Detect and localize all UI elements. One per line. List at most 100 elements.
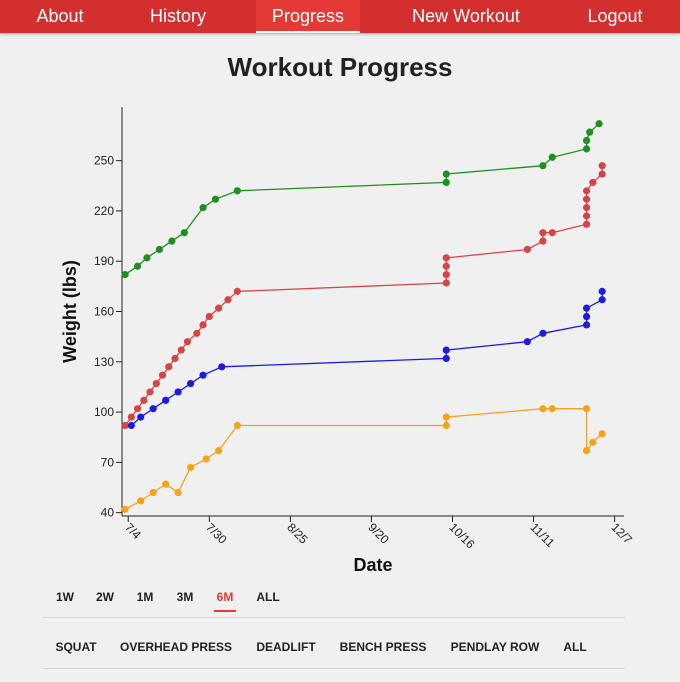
data-point [202,455,210,463]
x-tick-label: 11/11 [527,520,557,550]
x-tick-label: 8/25 [284,520,311,547]
data-point [582,312,591,321]
data-point [582,220,591,228]
navbar: About History Progress New Workout Logou… [0,0,680,33]
data-point [598,170,606,178]
series-line [130,291,603,426]
y-axis-label: Weight (lbs) [60,260,80,363]
data-point [162,480,170,488]
nav-history[interactable]: History [149,6,206,26]
data-point [523,338,531,346]
data-point [442,170,450,178]
page-title: Workout Progress [227,52,453,82]
range-2w[interactable]: 2W [96,590,114,604]
data-point [149,488,157,497]
data-point [215,304,223,312]
data-point [442,178,450,187]
data-point [582,447,591,455]
x-axis-label: Date [353,555,392,575]
data-point [140,396,148,404]
data-point [539,405,547,413]
data-point [146,388,154,396]
data-point [127,421,135,430]
data-point [548,405,556,413]
data-point [165,363,173,371]
nav-logout[interactable]: Logout [587,6,643,26]
data-point [180,229,188,237]
x-tick-label: 12/7 [609,520,636,547]
divider [43,668,625,669]
data-point [539,162,547,170]
nav-progress[interactable]: Progress [256,0,360,33]
exercise-pendlay-row[interactable]: PENDLAY ROW [450,640,540,654]
y-tick-label: 130 [94,355,114,369]
data-point [199,371,207,379]
data-point [442,413,450,421]
data-point [162,396,170,404]
data-point [523,245,531,254]
data-point [582,321,591,329]
data-point [158,371,167,379]
exercise-all[interactable]: ALL [563,640,587,654]
data-point [152,379,160,388]
data-point [582,195,591,203]
x-tick-label: 9/20 [365,520,392,547]
data-point [186,379,195,388]
data-point [442,421,450,430]
exercise-deadlift[interactable]: DEADLIFT [256,640,316,654]
data-point [598,162,606,170]
data-point [582,145,591,153]
x-tick-label: 7/30 [203,520,230,547]
data-point [177,346,185,354]
data-point [595,120,603,128]
exercise-squat[interactable]: SQUAT [55,640,97,654]
data-point [233,187,241,195]
data-point [582,203,591,212]
data-point [168,237,176,245]
range-6m[interactable]: 6M [214,590,236,612]
data-point [137,413,145,421]
data-point [121,421,129,430]
x-tick-label: 10/16 [446,520,477,551]
data-point [539,237,547,245]
range-1w[interactable]: 1W [56,590,74,604]
nav-new-workout[interactable]: New Workout [412,6,520,26]
range-all[interactable]: ALL [256,590,280,604]
progress-chart: 40 70 100 130 160 190 220 250 7/4 7/30 8/25 9/20 10/… [60,107,636,575]
data-point [174,488,182,497]
data-point [589,438,597,446]
exercise-bench-press[interactable]: BENCH PRESS [339,640,427,654]
data-point [598,287,606,295]
data-point [582,304,591,312]
data-point [586,128,594,136]
x-tick-label: 7/4 [122,520,144,542]
range-1m[interactable]: 1M [136,590,154,604]
data-point [199,321,207,329]
data-point [205,312,213,321]
data-point [193,329,201,337]
nav-about[interactable]: About [36,6,84,26]
range-3m[interactable]: 3M [176,590,194,604]
y-tick-label: 70 [101,455,115,469]
data-point [442,354,450,363]
y-tick-label: 250 [94,154,114,168]
data-point [183,338,192,346]
data-point [442,262,450,270]
exercise-overhead-press[interactable]: OVERHEAD PRESS [119,640,233,654]
data-point [137,497,145,505]
data-point [186,463,195,471]
data-point [598,296,606,304]
y-tick-label: 160 [94,305,114,319]
data-point [582,187,591,195]
y-tick-label: 40 [101,506,115,520]
data-point [215,447,223,455]
y-tick-label: 100 [94,405,114,419]
data-point [199,203,207,212]
data-point [582,405,591,413]
data-point [133,262,142,270]
data-point [155,245,164,254]
data-point [233,421,241,430]
divider [43,617,625,618]
data-point [539,229,547,237]
data-point [143,254,151,262]
